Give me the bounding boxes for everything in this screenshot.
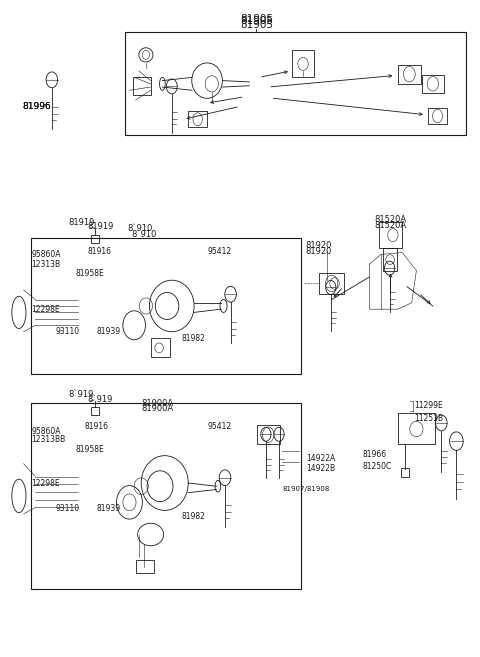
Text: 81939: 81939 (96, 505, 120, 513)
Text: 12313BB: 12313BB (32, 435, 66, 443)
Bar (401, 468, 409, 476)
Text: 93110: 93110 (56, 505, 80, 513)
Text: 81520A: 81520A (374, 221, 407, 230)
Bar (320, 273, 344, 294)
Bar (397, 64, 421, 84)
Bar (31, 238, 301, 374)
Text: 81920: 81920 (306, 241, 332, 250)
Text: 81958E: 81958E (75, 445, 104, 454)
Bar (384, 248, 396, 271)
Text: 81905: 81905 (240, 16, 273, 26)
Text: 81907/81908: 81907/81908 (282, 486, 330, 493)
Text: 12298E: 12298E (32, 305, 60, 313)
Text: 81996: 81996 (23, 102, 51, 111)
Bar (188, 111, 207, 127)
Bar (31, 403, 301, 589)
Text: 14922B: 14922B (306, 464, 335, 473)
Text: 81905: 81905 (240, 14, 273, 24)
Text: 81996: 81996 (23, 102, 51, 111)
Text: 95412: 95412 (207, 422, 231, 431)
Bar (421, 75, 444, 93)
Text: 8`910: 8`910 (132, 230, 157, 239)
Bar (133, 78, 151, 95)
Text: 81520A: 81520A (374, 215, 407, 224)
Text: 81900A: 81900A (141, 399, 173, 409)
Text: 81250C: 81250C (362, 463, 392, 472)
Text: 11299E: 11299E (414, 401, 443, 410)
Bar (257, 425, 279, 444)
Text: 95860A: 95860A (32, 250, 61, 259)
Text: 81920: 81920 (306, 247, 332, 256)
Bar (379, 222, 402, 248)
Bar (91, 407, 99, 415)
Bar (428, 108, 447, 124)
Bar (397, 413, 435, 444)
Text: 12298E: 12298E (32, 478, 60, 487)
Bar (91, 235, 99, 243)
Text: 81916: 81916 (87, 247, 111, 256)
Text: 8`910: 8`910 (127, 224, 153, 233)
Text: 93110: 93110 (56, 327, 80, 336)
Text: 81982: 81982 (181, 512, 205, 521)
Text: 95412: 95412 (207, 247, 231, 256)
Bar (151, 338, 170, 357)
Text: 81919: 81919 (87, 222, 113, 231)
Text: 81939: 81939 (96, 327, 120, 336)
Text: 81982: 81982 (181, 334, 205, 343)
Text: 8`919: 8`919 (68, 390, 94, 399)
Bar (135, 560, 155, 573)
Text: 11253B: 11253B (414, 414, 443, 423)
Text: 95860A: 95860A (32, 427, 61, 436)
Text: 8`919: 8`919 (87, 395, 112, 404)
Text: 14922A: 14922A (306, 454, 335, 463)
Text: 81958E: 81958E (75, 269, 104, 279)
Text: 81905: 81905 (240, 20, 273, 30)
Text: 81919: 81919 (68, 217, 95, 227)
Text: 81966: 81966 (362, 449, 386, 459)
Text: 81900A: 81900A (141, 405, 173, 413)
Text: 81996: 81996 (23, 102, 51, 111)
Bar (292, 51, 314, 78)
Bar (125, 32, 466, 135)
Text: 81916: 81916 (85, 422, 109, 431)
Text: 12313B: 12313B (32, 260, 61, 269)
